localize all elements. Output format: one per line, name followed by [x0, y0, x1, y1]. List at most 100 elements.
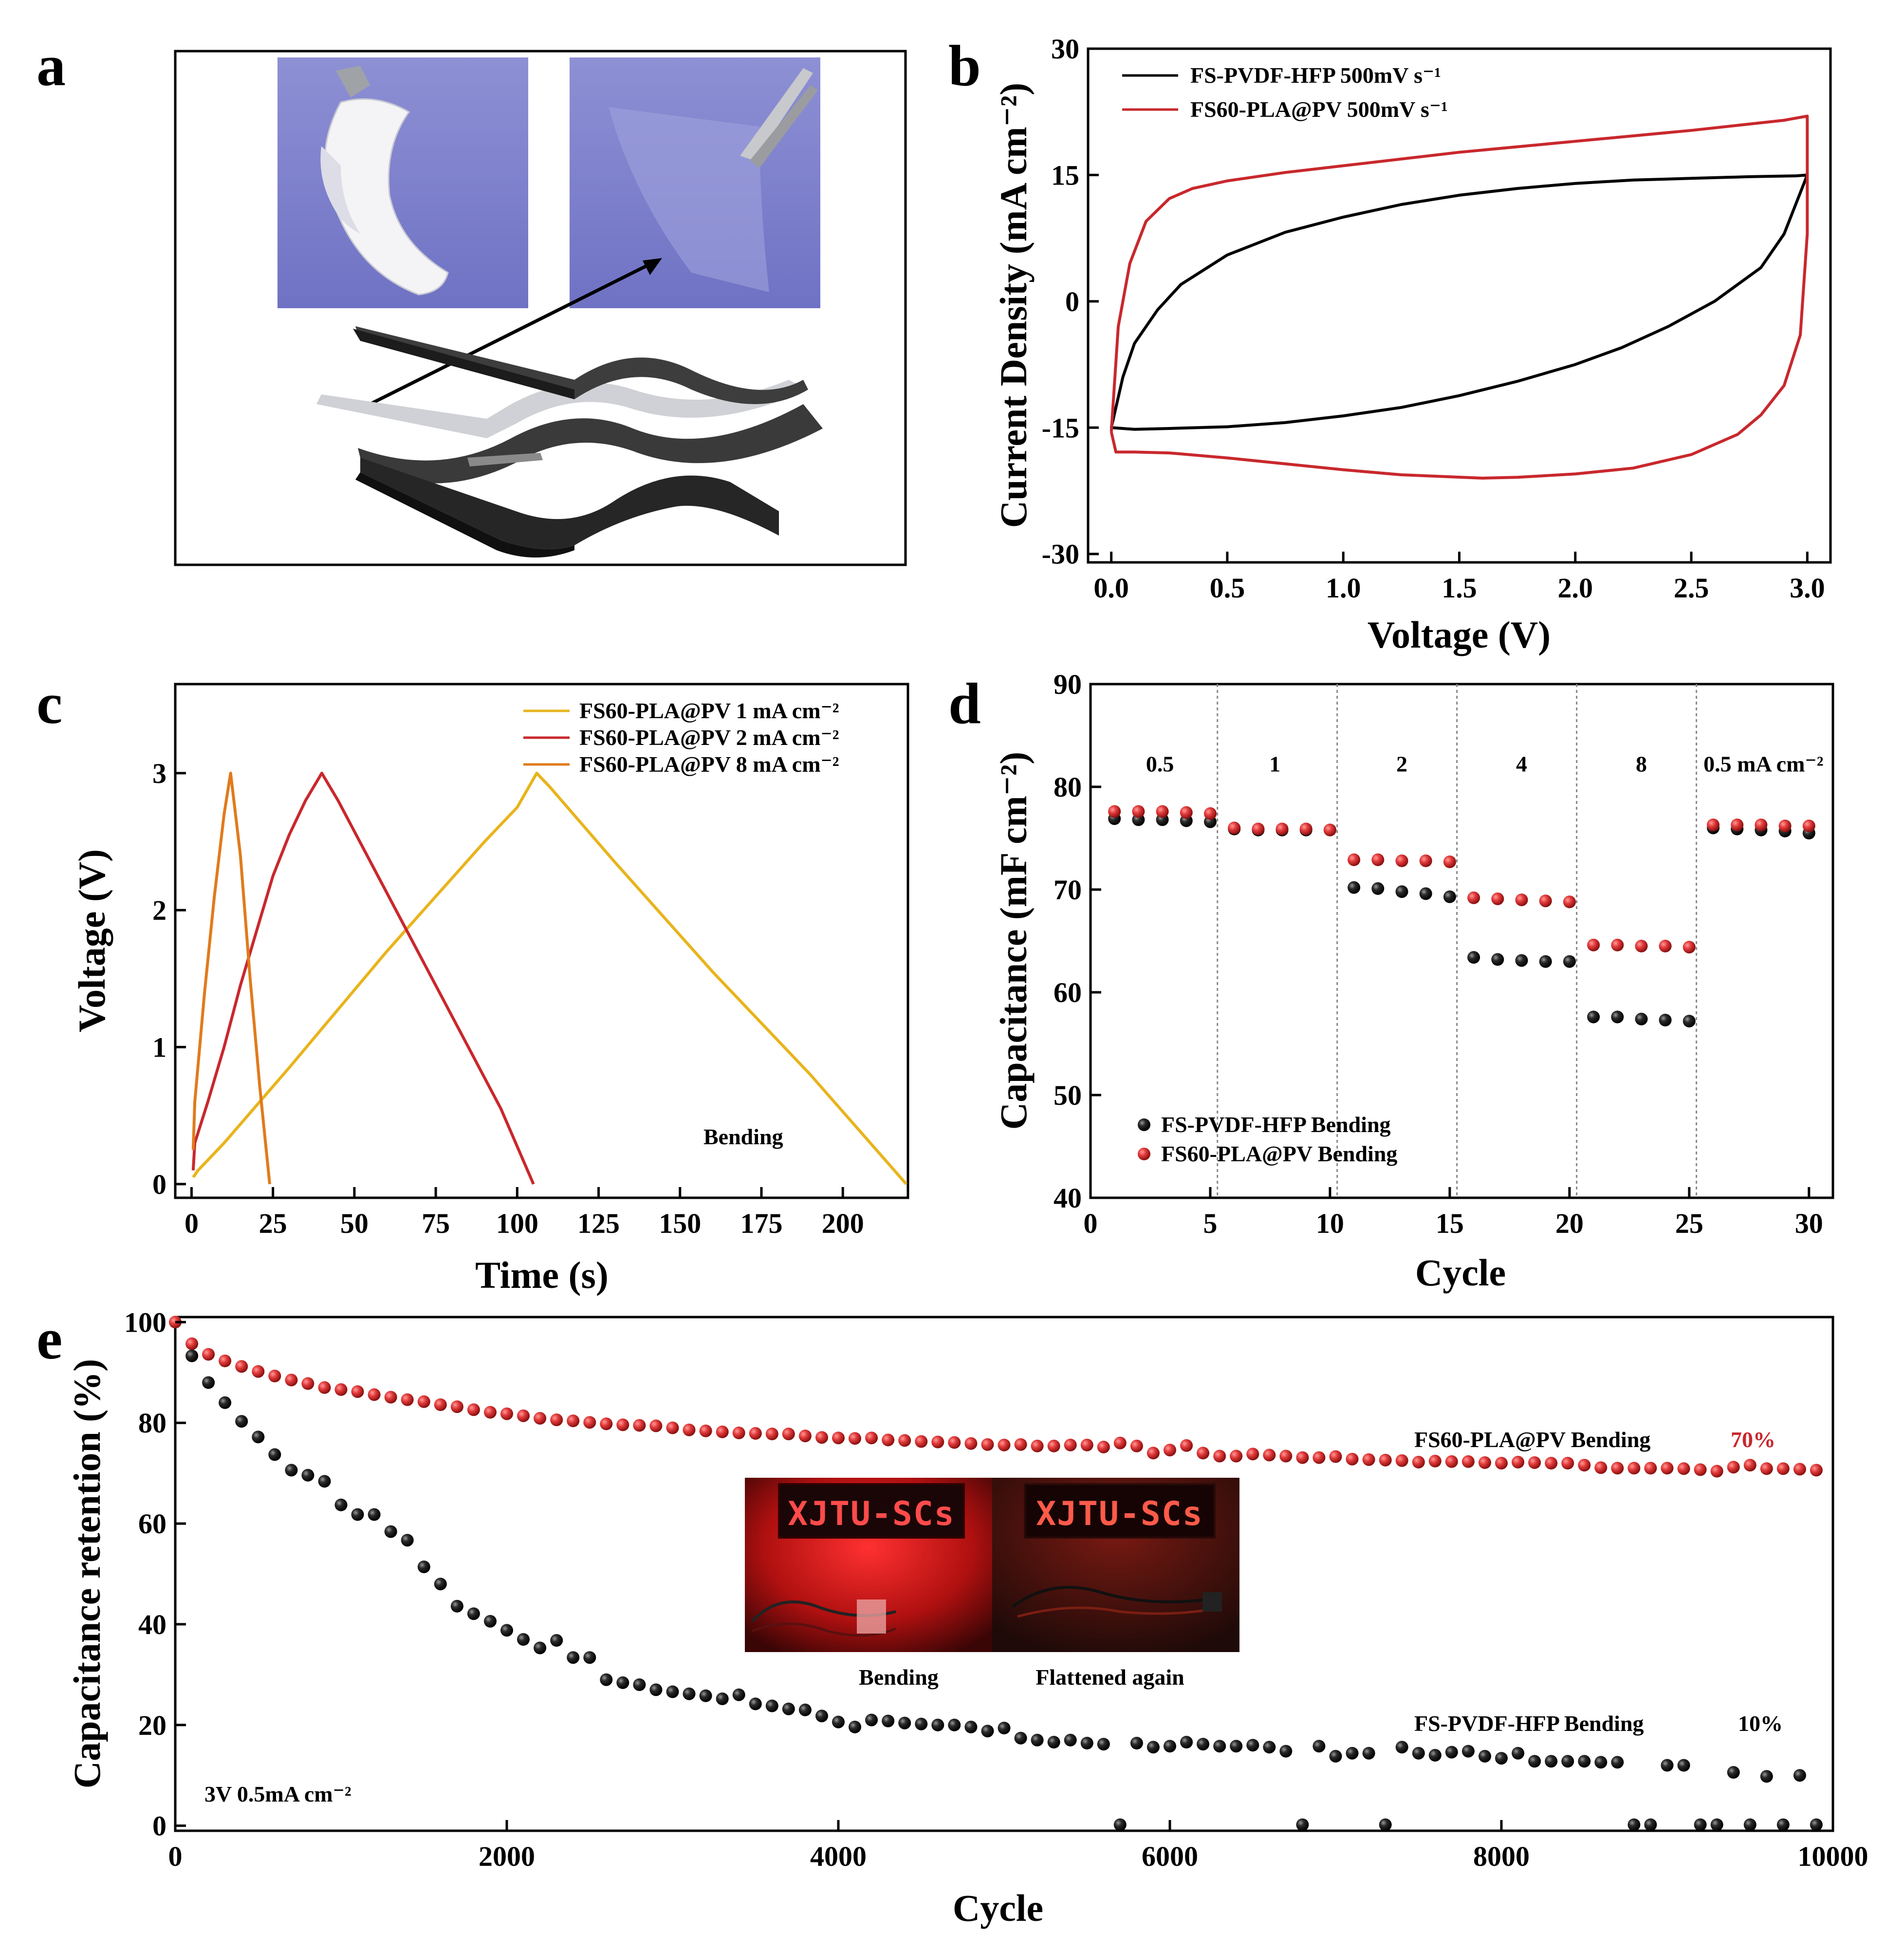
data-point-s0: [517, 1409, 530, 1422]
data-point-s0: [484, 1406, 497, 1419]
data-point-s0: [583, 1416, 596, 1429]
data-point-s0: [1661, 1462, 1674, 1475]
data-point-s0: [1346, 1452, 1359, 1466]
y-tick-label: -15: [1042, 412, 1079, 444]
data-point-s0: [1594, 1461, 1608, 1474]
data-point-s1: [600, 1673, 613, 1686]
data-point-s1: [1731, 818, 1744, 832]
x-ticks: 0.0 0.5 1.0 1.5 2.0 2.5 3.0: [1093, 552, 1825, 604]
legend-label-2: FS60-PLA@PV 8 mA cm⁻²: [579, 752, 839, 777]
data-point-s0: [301, 1377, 314, 1390]
data-point-s1: [1113, 1818, 1127, 1831]
data-point-s0: [782, 1428, 795, 1440]
y-tick-label: 50: [1054, 1079, 1082, 1111]
data-point-s0: [1031, 1439, 1044, 1452]
data-point-s1: [1348, 853, 1361, 866]
data-point-s0: [1379, 1453, 1392, 1467]
data-point-s1: [1132, 805, 1145, 818]
segment-label: 8: [1636, 751, 1647, 776]
data-point-s1: [1545, 1755, 1558, 1768]
data-point-s0: [1230, 1450, 1243, 1463]
data-point-s1: [1164, 1740, 1176, 1753]
x-tick-label: 75: [422, 1208, 450, 1239]
data-point-s1: [467, 1607, 480, 1620]
x-tick-label: 20: [1555, 1208, 1584, 1239]
legend-label-1: FS60-PLA@PV 500mV s⁻¹: [1190, 97, 1448, 122]
data-point-s0: [1611, 1010, 1624, 1023]
cycling-chart-e: 0 2000 4000 6000 8000 10000 0 20 40 60 80 100 Cycl…: [66, 1306, 1868, 1929]
data-point-s1: [1479, 1749, 1491, 1763]
data-point-s0: [1146, 1447, 1160, 1460]
data-point-s1: [1445, 1746, 1458, 1759]
x-tick-label: 10000: [1798, 1840, 1868, 1872]
axes-frame: [1087, 47, 1832, 564]
data-point-s0: [285, 1374, 298, 1387]
data-point-s0: [1371, 882, 1385, 895]
data-point-s0: [1180, 1439, 1193, 1452]
data-point-s0: [550, 1413, 563, 1426]
data-point-s0: [1097, 1440, 1110, 1453]
data-point-s1: [219, 1396, 232, 1409]
data-point-s0: [1776, 1462, 1790, 1475]
data-point-s0: [865, 1431, 878, 1445]
data-point-s1: [1682, 941, 1696, 954]
data-point-s0: [1495, 1457, 1508, 1469]
data-point-s0: [649, 1419, 663, 1432]
series-end-label-black: 10%: [1738, 1711, 1783, 1736]
data-point-s1: [832, 1715, 845, 1729]
data-point-s0: [815, 1431, 828, 1444]
data-point-s1: [699, 1689, 712, 1702]
data-point-s1: [1228, 821, 1241, 835]
legend-label-0: FS-PVDF-HFP 500mV s⁻¹: [1190, 63, 1441, 88]
data-point-s1: [1146, 1741, 1160, 1754]
y-tick-label: 40: [138, 1609, 166, 1640]
data-point-s0: [1539, 955, 1552, 968]
data-point-s0: [1635, 1012, 1648, 1025]
data-point-s1: [633, 1678, 646, 1691]
segment-label: 0.5 mA cm⁻²: [1703, 751, 1823, 776]
data-point-s1: [1707, 818, 1719, 832]
y-tick-label: 1: [152, 1032, 166, 1063]
x-tick-label: 2000: [479, 1840, 535, 1872]
data-point-s0: [798, 1430, 812, 1443]
data-point-s0: [1312, 1451, 1326, 1464]
data-point-s0: [849, 1432, 861, 1445]
data-point-s1: [1213, 1740, 1226, 1753]
data-point-s1: [964, 1720, 978, 1733]
data-point-s0: [1362, 1453, 1375, 1466]
x-tick-label: 175: [740, 1208, 783, 1239]
data-point-s1: [915, 1717, 928, 1730]
data-point-s0: [1467, 951, 1480, 964]
gcd-chart-c: 0 25 50 75 100 125 150 175 200 0 1 2 3 Time (s) Vol…: [71, 683, 909, 1296]
data-point-s1: [185, 1349, 199, 1362]
data-point-s1: [865, 1713, 878, 1727]
data-point-s1: [931, 1718, 944, 1731]
y-tick-label: 0: [1065, 286, 1079, 317]
data-point-s0: [732, 1426, 745, 1439]
data-point-s1: [534, 1641, 547, 1655]
separator-photo-rolled: [277, 57, 528, 308]
led-photo-bending: XJTU-SCs: [745, 1478, 992, 1652]
data-point-s1: [1561, 1755, 1574, 1768]
data-point-s1: [782, 1702, 795, 1715]
data-point-s1: [1587, 938, 1600, 951]
data-point-s1: [882, 1714, 895, 1728]
data-point-s0: [1164, 1444, 1176, 1457]
y-axis-title: Capacitance retention (%): [66, 1359, 108, 1788]
data-point-s0: [882, 1433, 895, 1447]
data-point-s0: [1461, 1455, 1475, 1468]
data-point-s1: [1296, 1818, 1309, 1831]
y-tick-label: 80: [1054, 771, 1082, 803]
data-point-s1: [1371, 853, 1385, 866]
data-point-s0: [716, 1425, 729, 1438]
y-tick-label: 60: [1054, 977, 1082, 1008]
data-point-s1: [1467, 891, 1480, 904]
data-point-s1: [1578, 1755, 1591, 1768]
data-point-s1: [1495, 1752, 1508, 1765]
panel-letter-e: e: [37, 1306, 62, 1371]
y-tick-label: 0: [152, 1810, 166, 1842]
data-point-s1: [616, 1676, 629, 1689]
data-point-s1: [1611, 1756, 1624, 1769]
data-point-s1: [1299, 822, 1312, 836]
data-point-s1: [1080, 1737, 1093, 1749]
